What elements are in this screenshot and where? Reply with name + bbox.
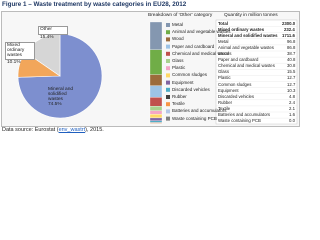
pie-label: Other xyxy=(38,26,68,35)
table-cell: Animal and vegetable wastes xyxy=(218,44,274,50)
legend-swatch xyxy=(166,95,170,99)
legend-label: Metal xyxy=(172,22,184,27)
bar-segment xyxy=(149,21,163,50)
table-cell: 40.8 xyxy=(287,57,296,63)
table-cell: 2.1 xyxy=(289,105,295,111)
table-cell: 15.5 xyxy=(287,69,296,75)
legend-swatch xyxy=(166,23,170,27)
legend-swatch xyxy=(166,59,170,63)
table-cell: Paper and cardboard xyxy=(218,57,259,63)
legend-swatch xyxy=(166,37,170,42)
table-cell: 12.7 xyxy=(287,81,296,87)
legend-swatch xyxy=(166,66,170,71)
legend-label: Wood xyxy=(172,36,184,42)
pie-label: Mixed ordinary wastes xyxy=(5,42,35,61)
bar-segment xyxy=(149,74,163,86)
table-cell: Plastic xyxy=(218,75,231,81)
legend-swatch xyxy=(166,109,170,114)
bar-segment xyxy=(149,106,163,111)
legend-label: Chemical and medical wastes xyxy=(172,50,232,56)
legend-label: Waste containing PCB xyxy=(172,115,217,121)
pie-value-label: 10.1% xyxy=(7,60,21,65)
graphics xyxy=(17,19,298,125)
legend-label: Rubber xyxy=(172,94,187,99)
legend-label: Paper and cardboard xyxy=(172,43,215,49)
bar-segment xyxy=(149,97,163,107)
legend-swatch xyxy=(166,116,170,121)
table-cell: Wood xyxy=(218,51,230,56)
table-cell: Common sludges xyxy=(218,81,252,87)
table-cell: Mineral and solidified wastes xyxy=(218,32,278,38)
table-cell: Total xyxy=(218,20,228,26)
legend-label: Common sludges xyxy=(172,72,208,78)
table-cell: 96.8 xyxy=(287,38,296,44)
table-cell: Batteries and accumulators xyxy=(218,112,271,117)
table-cell: Waste containing PCB xyxy=(218,118,261,124)
legend-label: Animal and vegetable wastes xyxy=(172,29,231,35)
legend-label: Glass xyxy=(172,58,184,63)
bar-title: Breakdown of 'Other' category xyxy=(148,13,213,18)
legend-label: Plastic xyxy=(172,65,186,71)
table-cell: Chemical and medical wastes xyxy=(218,63,275,69)
legend-label: Textile xyxy=(172,101,185,107)
bar-segment xyxy=(149,85,163,98)
legend-swatch xyxy=(166,51,170,56)
source-note: Data source: Eurostat (env_wastrt), 2015… xyxy=(2,127,104,134)
table-cell: Metal xyxy=(218,38,229,44)
table-cell: Textile xyxy=(218,105,231,111)
pie-slice xyxy=(17,33,103,119)
page: Figure 1 – Waste treatment by waste cate… xyxy=(1,1,300,134)
table-cell: 2.4 xyxy=(289,99,295,105)
legend-label: Discarded vehicles xyxy=(172,86,210,92)
legend-swatch xyxy=(166,30,170,35)
table-cell: 12.7 xyxy=(287,75,296,81)
legend-swatch xyxy=(166,102,170,107)
legend-swatch xyxy=(166,73,170,78)
pie-value-label: 74.5% xyxy=(48,102,62,107)
table-title: Quantity in million tonnes xyxy=(224,13,278,18)
table-cell: 4.8 xyxy=(289,93,295,99)
legend-label: Batteries and accumulators xyxy=(172,108,227,114)
figure-title: Figure 1 – Waste treatment by waste cate… xyxy=(2,1,187,8)
pie-label: Mineral and solidified wastes xyxy=(48,87,74,102)
table-cell: 232.4 xyxy=(284,26,295,32)
table-cell: 1711.6 xyxy=(282,32,295,38)
legend-label: Equipment xyxy=(172,79,194,85)
table-cell: 38.7 xyxy=(287,51,296,56)
source-text: Data source: Eurostat ( xyxy=(2,127,59,133)
legend-swatch xyxy=(166,44,170,49)
table-cell: 0.0 xyxy=(289,118,295,124)
source-text: ), 2015. xyxy=(85,127,104,133)
legend-swatch xyxy=(166,80,170,85)
legend-swatch xyxy=(166,87,170,92)
table-cell: Equipment xyxy=(218,87,239,93)
table-cell: Rubber xyxy=(218,99,233,105)
table-bg xyxy=(215,19,298,125)
table-cell: 86.8 xyxy=(287,44,296,50)
bar-segment xyxy=(149,110,163,115)
table-cell: 2300.0 xyxy=(282,20,296,26)
pie-value-label: 15.4% xyxy=(40,35,54,40)
bar-segment xyxy=(149,117,163,122)
table-cell: 30.8 xyxy=(287,63,296,69)
source-link[interactable]: env_wastrt xyxy=(58,127,86,133)
bar-segment xyxy=(149,49,163,75)
table-cell: Glass xyxy=(218,69,229,75)
table-cell: Mixed ordinary wastes xyxy=(218,26,265,32)
bar-segment xyxy=(149,120,163,123)
table-cell: Discarded vehicles xyxy=(218,93,255,99)
table-cell: 10.3 xyxy=(287,87,296,93)
bar-segment xyxy=(149,114,163,119)
table-cell: 1.6 xyxy=(289,112,295,117)
